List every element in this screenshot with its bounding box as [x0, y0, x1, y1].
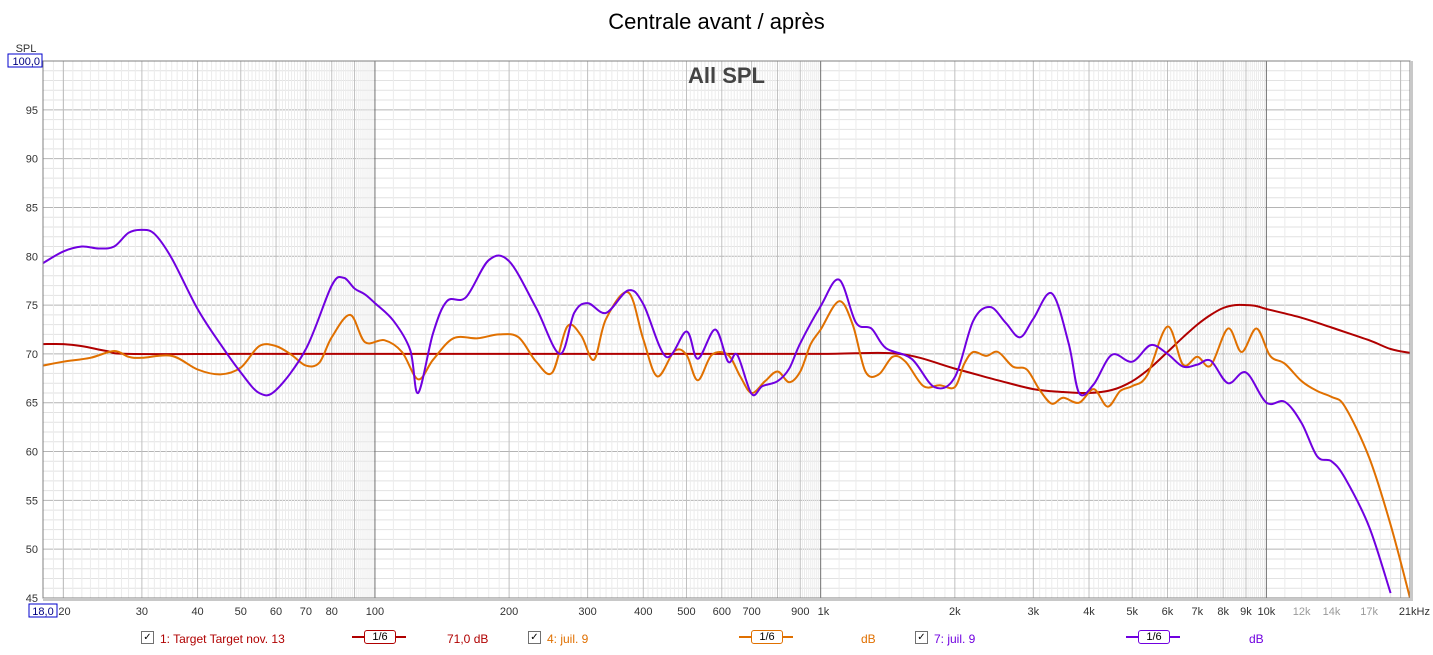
x-tick-label: 900	[791, 606, 809, 618]
smoothing-control-4[interactable]: 1/6	[739, 630, 793, 644]
y-tick-label: 70	[26, 349, 38, 361]
x-tick-label: 700	[742, 606, 760, 618]
y-tick-label: 55	[26, 495, 38, 507]
x-tick-label: 7k	[1192, 606, 1204, 618]
x-tick-label: 300	[578, 606, 596, 618]
y-tick-label: 85	[26, 202, 38, 214]
plot-edge	[1410, 61, 1413, 598]
y-tick-label: 95	[26, 105, 38, 117]
x-tick-label: 1k	[818, 606, 830, 618]
y-tick-label: 60	[26, 447, 38, 459]
legend-label-4: 4: juil. 9	[547, 632, 589, 646]
y-tick-label: 75	[26, 300, 38, 312]
x-tick-label: 8k	[1217, 606, 1229, 618]
x-tick-label: 500	[677, 606, 695, 618]
x-tick-label: 80	[326, 606, 338, 618]
y-tick-label: 90	[26, 154, 38, 166]
chart-title: Centrale avant / après	[608, 9, 825, 34]
x-tick-label: 3k	[1028, 606, 1040, 618]
grid	[42, 60, 1411, 599]
series-line-2	[43, 291, 1410, 598]
smoothing-value-4: 1/6	[751, 630, 783, 644]
xmin-input-box	[28, 603, 58, 618]
series-line-3	[43, 228, 1392, 594]
legend-label-7: 7: juil. 9	[934, 632, 976, 646]
legend-checkbox-1[interactable]: ✓	[141, 631, 154, 644]
x-tick-label: 14k	[1323, 606, 1341, 618]
plot-bottom-edge	[43, 598, 1413, 601]
legend-checkbox-7[interactable]: ✓	[915, 631, 928, 644]
x-tick-label: 200	[500, 606, 518, 618]
legend-label-1: 1: Target Target nov. 13	[160, 632, 285, 646]
x-tick-label: 30	[136, 606, 148, 618]
ymax-input[interactable]: 100,0	[12, 56, 40, 68]
x-tick-label: 50	[235, 606, 247, 618]
legend-value-4: dB	[861, 632, 876, 646]
smoothing-value-1: 1/6	[364, 630, 396, 644]
x-tick-label: 20	[58, 606, 70, 618]
ymax-input-box	[7, 53, 43, 68]
smoothing-control-1[interactable]: 1/6	[352, 630, 406, 644]
legend-value-7: dB	[1249, 632, 1264, 646]
x-tick-label: 60	[270, 606, 282, 618]
x-tick-label: 12k	[1293, 606, 1311, 618]
legend-value-1: 71,0 dB	[447, 632, 489, 646]
x-tick-label: 2k	[949, 606, 961, 618]
xmin-input[interactable]: 18,0	[32, 606, 53, 618]
x-tick-label: 70	[300, 606, 312, 618]
x-tick-label: 4k	[1083, 606, 1095, 618]
x-tick-label: 10k	[1258, 606, 1276, 618]
x-tick-label: 5k	[1126, 606, 1138, 618]
x-tick-label: 40	[191, 606, 203, 618]
x-tick-label: 9k	[1240, 606, 1252, 618]
x-tick-label: 21kHz	[1399, 606, 1430, 618]
legend-checkbox-4[interactable]: ✓	[528, 631, 541, 644]
y-tick-label: 65	[26, 398, 38, 410]
x-tick-label: 600	[713, 606, 731, 618]
legend: ✓ 1: Target Target nov. 13 1/6 71,0 dB ✓…	[0, 628, 1433, 655]
frame	[42, 60, 1413, 601]
smoothing-value-7: 1/6	[1138, 630, 1170, 644]
chart-subtitle: All SPL	[688, 63, 765, 88]
series	[43, 228, 1410, 598]
x-tick-label: 100	[366, 606, 384, 618]
y-axis-label: SPL	[16, 43, 37, 55]
x-tick-label: 17k	[1360, 606, 1378, 618]
x-tick-label: 400	[634, 606, 652, 618]
x-tick-label: 6k	[1162, 606, 1174, 618]
y-tick-label: 45	[26, 593, 38, 605]
y-tick-label: 80	[26, 251, 38, 263]
y-tick-label: 50	[26, 544, 38, 556]
smoothing-control-7[interactable]: 1/6	[1126, 630, 1180, 644]
